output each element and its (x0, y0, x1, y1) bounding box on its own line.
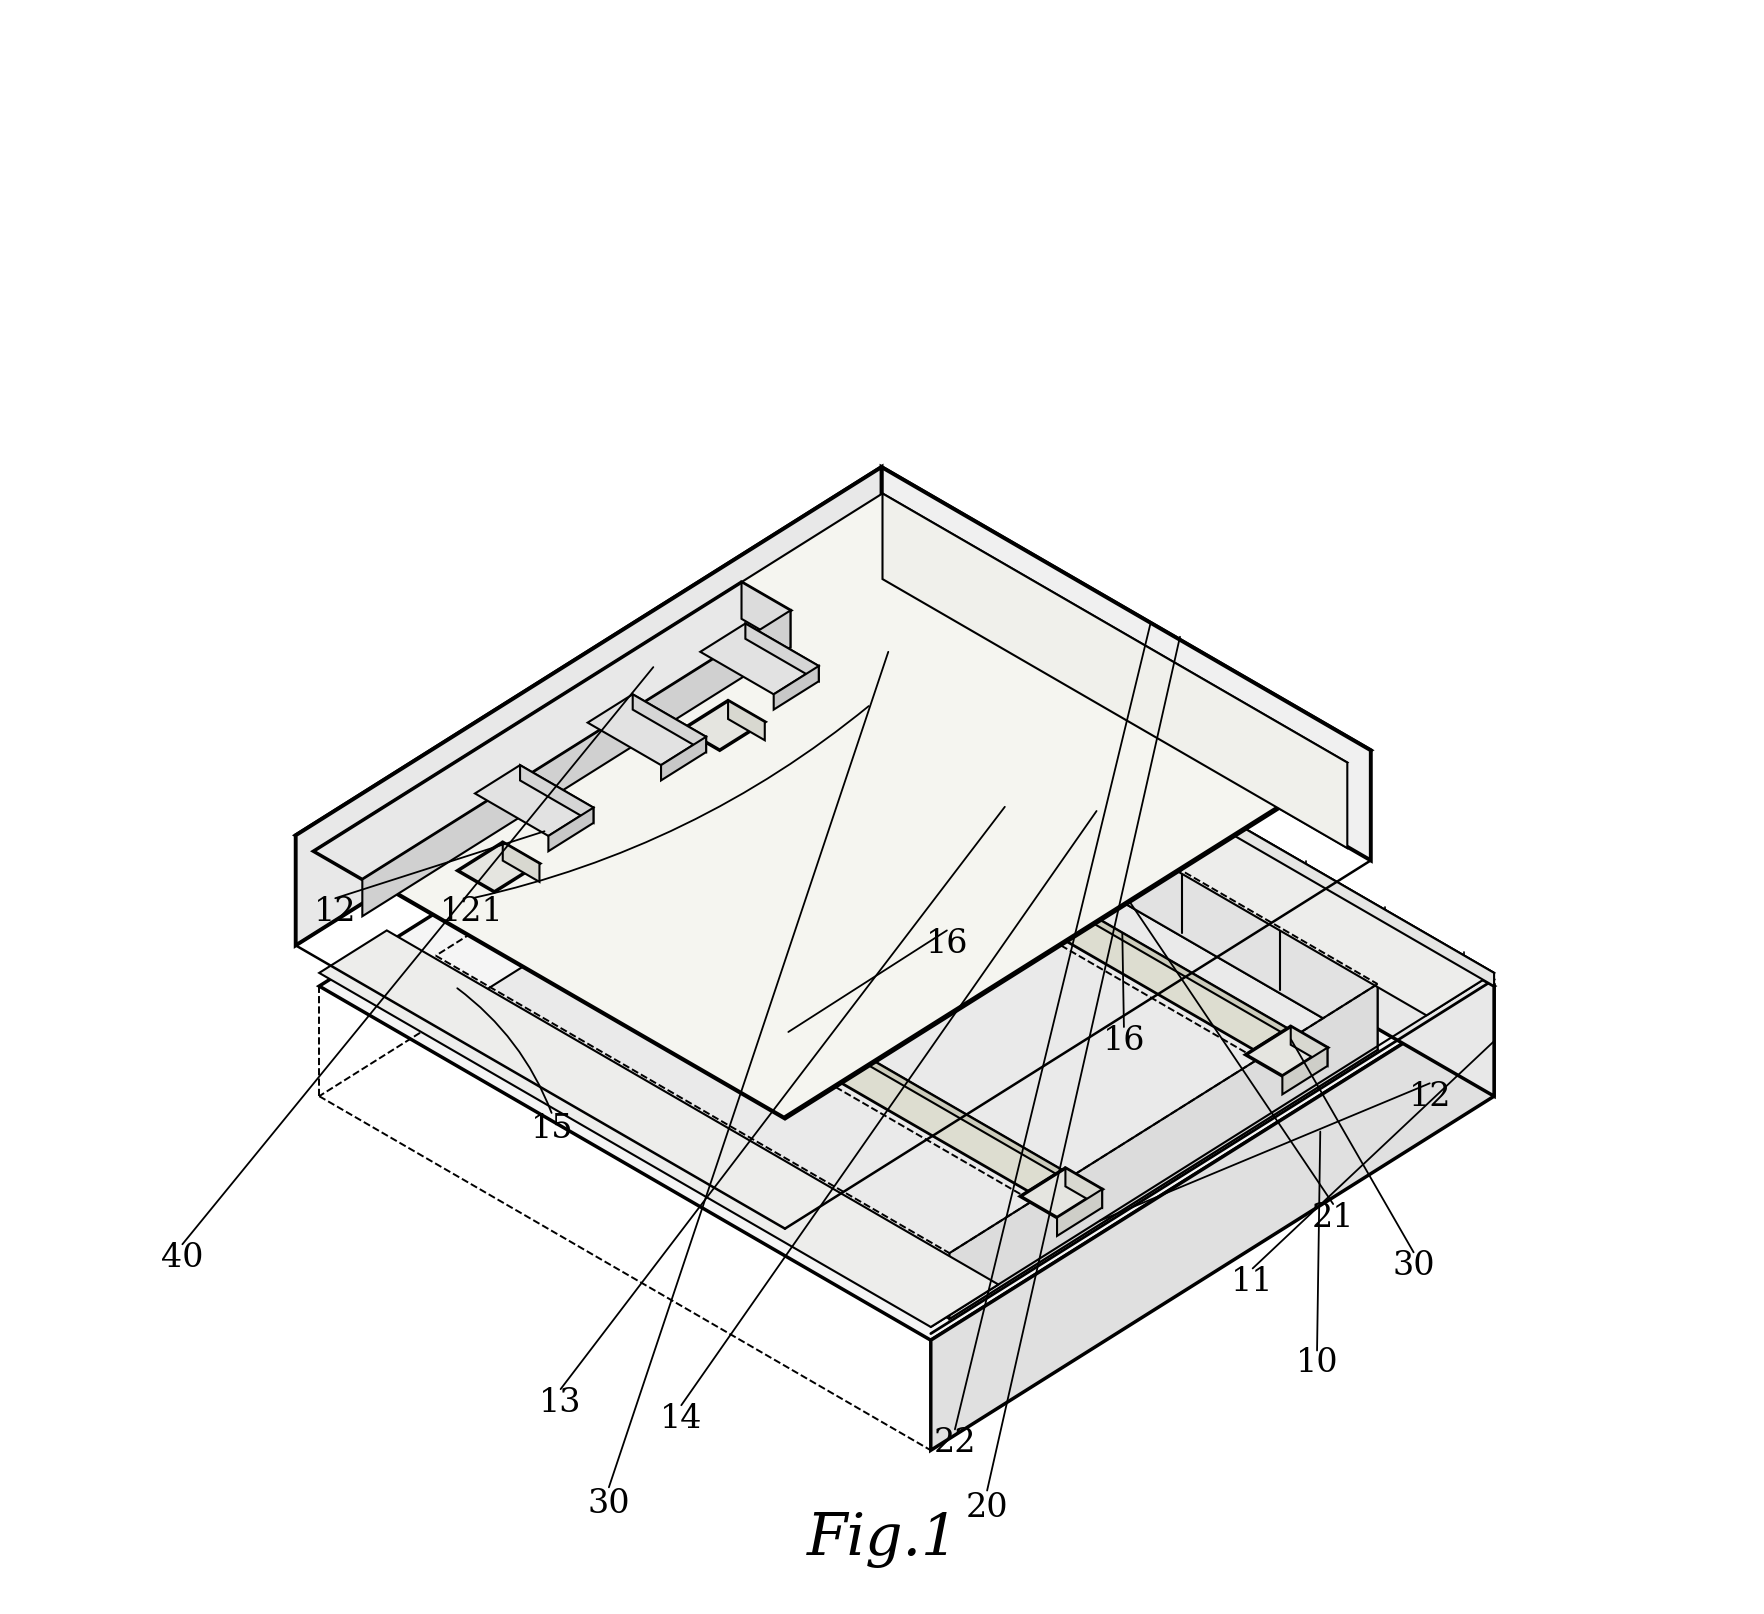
Text: 12: 12 (1408, 1080, 1450, 1112)
Polygon shape (662, 738, 706, 781)
Polygon shape (930, 986, 1494, 1451)
Polygon shape (882, 620, 1494, 986)
Polygon shape (549, 809, 593, 852)
Polygon shape (880, 468, 1371, 860)
Polygon shape (683, 700, 764, 751)
Polygon shape (773, 731, 1286, 1036)
Text: 30: 30 (587, 1488, 630, 1519)
Text: 13: 13 (540, 1386, 582, 1419)
Polygon shape (1282, 1047, 1327, 1094)
Text: 22: 22 (933, 1427, 975, 1459)
Polygon shape (739, 731, 1286, 1051)
Polygon shape (949, 985, 1376, 1319)
Polygon shape (863, 688, 1376, 1051)
Polygon shape (362, 612, 790, 917)
Polygon shape (296, 468, 880, 946)
Polygon shape (515, 873, 1062, 1191)
Polygon shape (319, 931, 998, 1327)
Text: 10: 10 (1295, 1346, 1337, 1378)
Polygon shape (319, 633, 1494, 1340)
Polygon shape (632, 696, 706, 752)
Polygon shape (549, 873, 1062, 1178)
Polygon shape (1289, 1027, 1327, 1067)
Polygon shape (314, 583, 790, 880)
Polygon shape (729, 700, 764, 741)
Text: 16: 16 (924, 928, 968, 960)
Polygon shape (700, 625, 818, 696)
Text: 15: 15 (531, 1112, 573, 1144)
Text: 121: 121 (439, 896, 505, 928)
Polygon shape (296, 468, 1371, 1119)
Polygon shape (1245, 1027, 1327, 1077)
Polygon shape (475, 765, 593, 836)
Polygon shape (882, 494, 1346, 849)
Text: 20: 20 (965, 1491, 1007, 1522)
Polygon shape (503, 843, 540, 883)
Text: 12: 12 (314, 896, 356, 928)
Polygon shape (741, 583, 790, 647)
Polygon shape (520, 765, 593, 823)
Text: 14: 14 (660, 1403, 702, 1435)
Text: Fig.1: Fig.1 (806, 1511, 958, 1567)
Polygon shape (587, 696, 706, 765)
Polygon shape (1057, 1190, 1101, 1236)
Text: 21: 21 (1311, 1201, 1353, 1233)
Polygon shape (744, 625, 818, 681)
Polygon shape (882, 633, 1494, 1096)
Polygon shape (457, 843, 540, 893)
Polygon shape (319, 494, 1346, 1117)
Text: 11: 11 (1231, 1265, 1274, 1298)
Text: 40: 40 (161, 1241, 203, 1273)
Text: 30: 30 (1392, 1249, 1434, 1282)
Polygon shape (1020, 1169, 1101, 1219)
Polygon shape (1065, 1169, 1101, 1207)
Polygon shape (815, 620, 1494, 1015)
Text: 16: 16 (1102, 1025, 1145, 1056)
Polygon shape (773, 667, 818, 710)
Polygon shape (436, 752, 1376, 1319)
